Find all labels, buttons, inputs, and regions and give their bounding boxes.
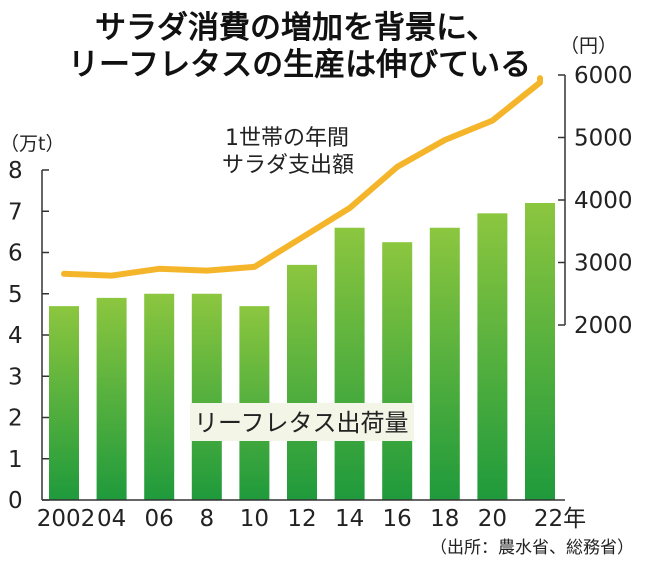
- right-tick-label: 3000: [574, 251, 633, 277]
- bar-12: [287, 264, 317, 500]
- left-tick-label: 0: [8, 488, 23, 514]
- left-axis: 0 1 2 3 4 5 6 7 8: [8, 158, 49, 514]
- bar-series-label: リーフレタス出荷量: [194, 409, 409, 437]
- bar-2002: [49, 306, 79, 500]
- left-tick-label: 8: [8, 158, 23, 184]
- chart-title-line-1: サラダ消費の増加を背景に、: [95, 10, 497, 46]
- bar-22年: [525, 203, 555, 500]
- x-tick-label: 10: [240, 506, 269, 532]
- bar-14: [334, 227, 365, 500]
- left-tick-label: 7: [8, 199, 23, 225]
- x-tick-label: 04: [97, 506, 126, 532]
- x-tick-label: 12: [287, 506, 316, 532]
- source-note: （出所：農水省、総務省）: [430, 538, 634, 558]
- bar-20: [477, 213, 508, 500]
- left-tick-label: 3: [8, 364, 23, 390]
- line-series-label-1: 1世帯の年間: [225, 126, 349, 151]
- right-axis: 2000 3000 4000 5000 6000: [558, 63, 633, 339]
- bar-16: [382, 242, 413, 500]
- chart-title-line-2: リーフレタスの生産は伸びている: [68, 47, 531, 83]
- x-tick-label: 2002: [37, 506, 96, 532]
- left-tick-label: 1: [8, 447, 23, 473]
- bar-series-label-bg: [190, 403, 414, 441]
- right-tick-label: 5000: [574, 126, 633, 152]
- bar-8: [191, 293, 222, 500]
- x-tick-label: 16: [383, 506, 412, 532]
- line-series-label-2: サラダ支出額: [222, 153, 354, 178]
- right-tick-label: 2000: [574, 313, 633, 339]
- x-tick-label: 06: [145, 506, 174, 532]
- left-tick-label: 6: [8, 241, 23, 267]
- x-tick-label: 22年: [534, 506, 586, 532]
- left-tick-label: 5: [8, 282, 23, 308]
- x-tick-label: 18: [430, 506, 459, 532]
- expenditure-line: [61, 75, 543, 279]
- x-tick-label: 14: [335, 506, 364, 532]
- x-tick-label: 8: [199, 506, 214, 532]
- right-tick-label: 6000: [574, 63, 633, 89]
- bar-18: [429, 227, 460, 500]
- bar-04: [96, 297, 127, 500]
- left-axis-unit: （万t）: [0, 133, 64, 155]
- right-tick-label: 4000: [574, 188, 633, 214]
- right-axis-unit: （円）: [560, 35, 617, 57]
- x-axis: 2002 04 06 8 10 12 14 16 18 20 22年: [37, 506, 586, 532]
- left-tick-label: 2: [8, 406, 23, 432]
- bar-06: [144, 293, 175, 500]
- x-tick-label: 20: [478, 506, 507, 532]
- left-tick-label: 4: [8, 323, 23, 349]
- bar-series: [49, 203, 555, 500]
